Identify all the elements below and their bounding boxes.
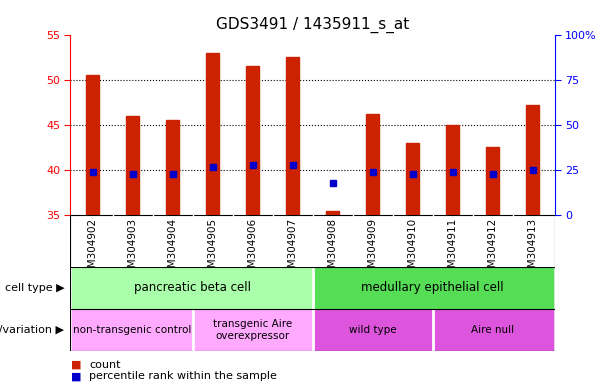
Text: GSM304905: GSM304905 [208,218,218,281]
Bar [72,267,313,309]
Text: GSM304902: GSM304902 [88,218,97,281]
Bar [366,114,379,215]
Bar [192,309,313,351]
Text: GSM304910: GSM304910 [408,218,417,281]
Text: GSM304904: GSM304904 [167,218,178,281]
Bar [313,267,553,309]
Text: GSM304906: GSM304906 [248,218,257,281]
Bar [406,143,419,215]
Bar [446,125,459,215]
Text: ■: ■ [70,360,81,370]
Text: GSM304911: GSM304911 [447,218,458,281]
Bar [326,210,339,215]
Text: GSM304912: GSM304912 [488,218,498,281]
Text: pancreatic beta cell: pancreatic beta cell [134,281,251,295]
Text: count: count [89,360,120,370]
Bar [313,309,433,351]
Text: genotype/variation ▶: genotype/variation ▶ [0,325,64,335]
Text: cell type ▶: cell type ▶ [5,283,64,293]
Bar [246,66,259,215]
Text: percentile rank within the sample: percentile rank within the sample [89,371,276,381]
Bar [166,120,179,215]
Bar [86,75,99,215]
Text: transgenic Aire
overexpressor: transgenic Aire overexpressor [213,319,292,341]
Text: non-transgenic control: non-transgenic control [74,325,192,335]
Text: medullary epithelial cell: medullary epithelial cell [362,281,504,295]
Bar [286,57,299,215]
Text: GSM304908: GSM304908 [327,218,338,281]
Text: wild type: wild type [349,325,397,335]
Text: GSM304903: GSM304903 [128,218,137,281]
Text: GSM304909: GSM304909 [368,218,378,281]
Bar [72,309,192,351]
Title: GDS3491 / 1435911_s_at: GDS3491 / 1435911_s_at [216,17,409,33]
Bar [527,105,539,215]
Text: GSM304907: GSM304907 [287,218,298,281]
Bar [126,116,139,215]
Bar [206,53,219,215]
Text: Aire null: Aire null [471,325,514,335]
Text: GSM304913: GSM304913 [528,218,538,281]
Bar [433,309,553,351]
Text: ■: ■ [70,371,81,381]
Bar [486,147,499,215]
